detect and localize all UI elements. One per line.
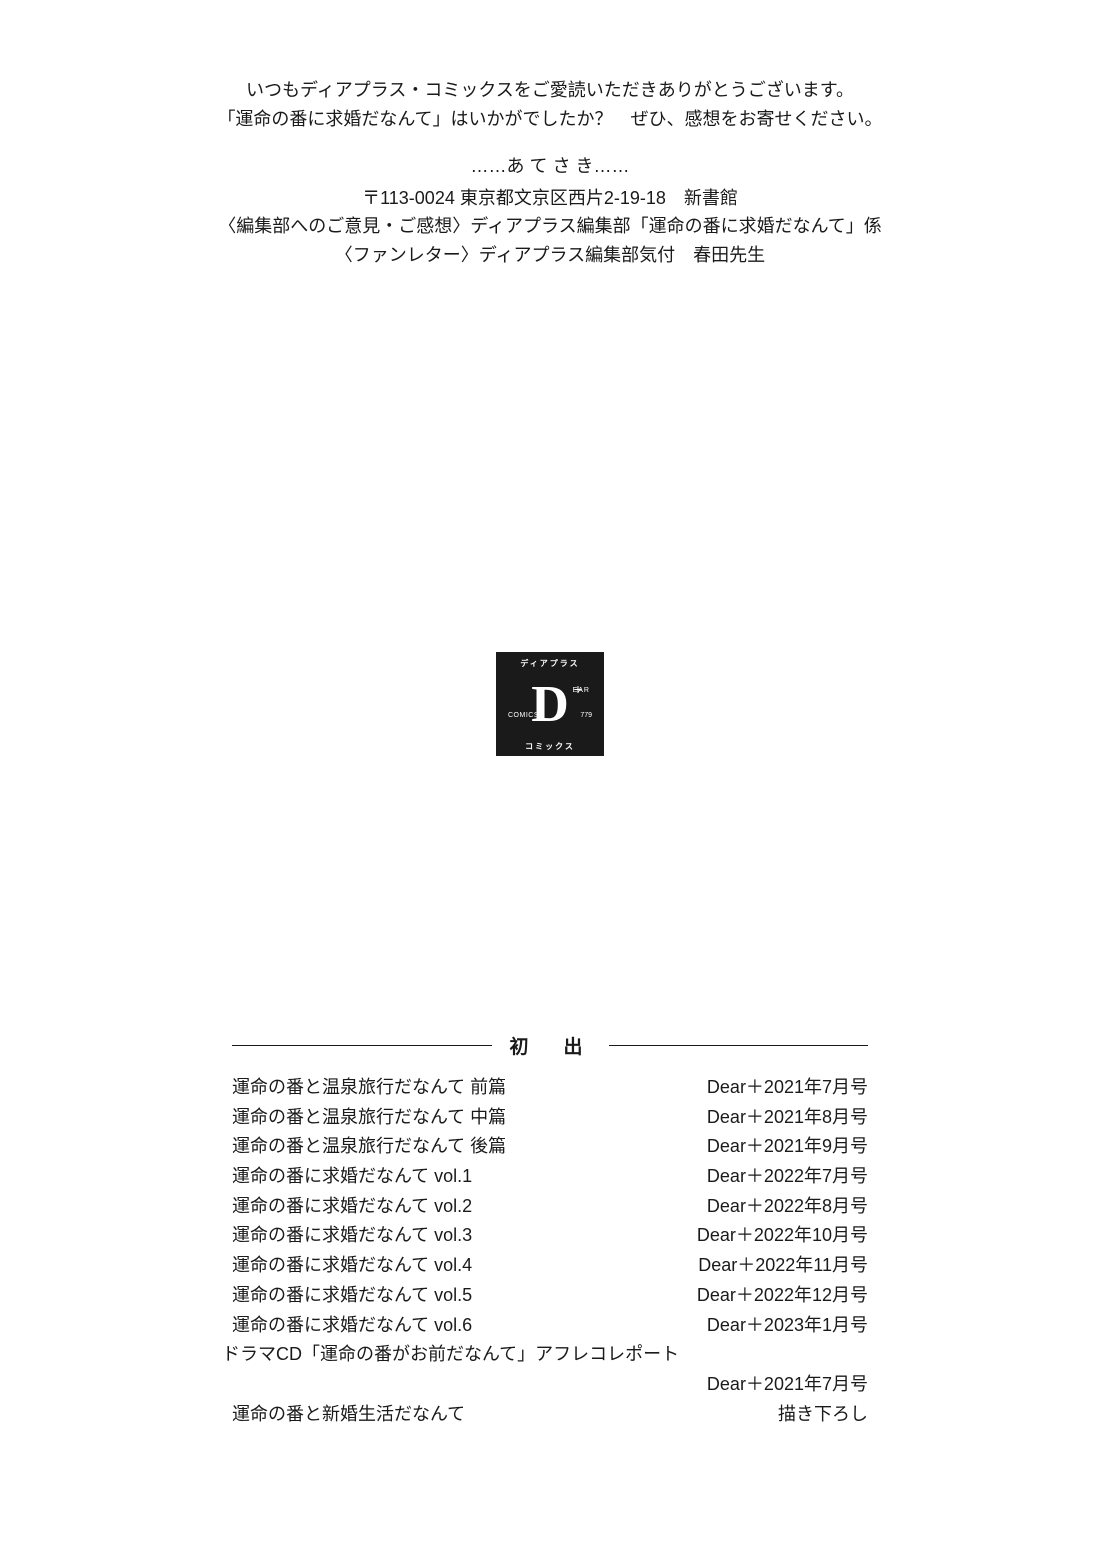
publication-issue: Dear＋2021年7月号 [707,1370,868,1400]
publication-row: 運命の番と温泉旅行だなんて 前篇 Dear＋2021年7月号 [232,1073,868,1103]
publication-row: 運命の番に求婚だなんて vol.2 Dear＋2022年8月号 [232,1192,868,1222]
publication-title: 運命の番に求婚だなんて vol.6 [232,1311,472,1341]
publication-title: 運命の番と温泉旅行だなんて 後篇 [232,1132,506,1162]
publication-row: 運命の番に求婚だなんて vol.6 Dear＋2023年1月号 [232,1311,868,1341]
publication-title: 運命の番に求婚だなんて vol.3 [232,1221,472,1251]
logo-d-letter: D [531,679,569,731]
thanks-line-2: 「運命の番に求婚だなんて」はいかがでしたか？ ぜひ、感想をお寄せください。 [0,105,1100,134]
publication-issue: Dear＋2022年7月号 [707,1162,868,1192]
logo-comics-text: COMICS [508,712,539,719]
atesaki-header: ……あ て さ き…… [0,152,1100,178]
publication-issue: Dear＋2022年10月号 [697,1221,868,1251]
publication-title: 運命の番と新婚生活だなんて [232,1400,465,1430]
publication-title: 運命の番に求婚だなんて vol.5 [232,1281,472,1311]
publication-row: 運命の番に求婚だなんて vol.3 Dear＋2022年10月号 [232,1221,868,1251]
publication-title: 運命の番と温泉旅行だなんて 前篇 [232,1073,506,1103]
publication-row: 運命の番に求婚だなんて vol.1 Dear＋2022年7月号 [232,1162,868,1192]
logo-top-text: ディアプラス [520,658,579,669]
hatsude-header: 初 出 [232,1032,868,1059]
publication-row: 運命の番と温泉旅行だなんて 後篇 Dear＋2021年9月号 [232,1132,868,1162]
publication-issue: Dear＋2021年9月号 [707,1132,868,1162]
divider-line [232,1045,492,1047]
publication-title: 運命の番に求婚だなんて vol.1 [232,1162,472,1192]
divider-line [609,1045,869,1047]
hatsude-title: 初 出 [504,1032,597,1059]
publication-issue: Dear＋2023年1月号 [707,1311,868,1341]
address-block: 〒113-0024 東京都文京区西片2-19-18 新書館 〈編集部へのご意見・… [0,184,1100,270]
logo-main: D EAR + COMICS 779 [500,669,600,741]
publication-row: 運命の番と新婚生活だなんて 描き下ろし [232,1400,868,1430]
publication-title: 運命の番と温泉旅行だなんて 中篇 [232,1103,506,1133]
publication-issue: Dear＋2022年12月号 [697,1281,868,1311]
publication-issue: Dear＋2022年8月号 [707,1192,868,1222]
publication-issue: Dear＋2021年7月号 [707,1073,868,1103]
publication-issue: 描き下ろし [778,1400,868,1430]
publication-list: 運命の番と温泉旅行だなんて 前篇Dear＋2021年7月号運命の番と温泉旅行だな… [232,1073,868,1340]
publisher-logo: ディアプラス D EAR + COMICS 779 コミックス [496,652,604,756]
logo-plus-icon: + [574,681,582,697]
address-line-1: 〒113-0024 東京都文京区西片2-19-18 新書館 [0,184,1100,213]
publication-title: 運命の番に求婚だなんて vol.4 [232,1251,472,1281]
afterword-header: いつもディアプラス・コミックスをご愛読いただきありがとうございます。 「運命の番… [0,0,1100,270]
publication-row: Dear＋2021年7月号 [232,1370,868,1400]
publication-title: 運命の番に求婚だなんて vol.2 [232,1192,472,1222]
drama-cd-line: ドラマCD「運命の番がお前だなんて」アフレコレポート [222,1340,868,1370]
address-line-3: 〈ファンレター〉ディアプラス編集部気付 春田先生 [0,241,1100,270]
publication-row: 運命の番に求婚だなんて vol.4 Dear＋2022年11月号 [232,1251,868,1281]
logo-bottom-text: コミックス [525,741,575,752]
first-publication-section: 初 出 運命の番と温泉旅行だなんて 前篇Dear＋2021年7月号運命の番と温泉… [232,1032,868,1429]
address-line-2: 〈編集部へのご意見・ご感想〉ディアプラス編集部「運命の番に求婚だなんて」係 [0,212,1100,241]
publication-row: 運命の番に求婚だなんて vol.5 Dear＋2022年12月号 [232,1281,868,1311]
logo-number: 779 [580,712,592,719]
thanks-line-1: いつもディアプラス・コミックスをご愛読いただきありがとうございます。 [0,76,1100,105]
publication-issue: Dear＋2021年8月号 [707,1103,868,1133]
publication-issue: Dear＋2022年11月号 [698,1251,868,1281]
publication-row: 運命の番と温泉旅行だなんて 中篇 Dear＋2021年8月号 [232,1103,868,1133]
